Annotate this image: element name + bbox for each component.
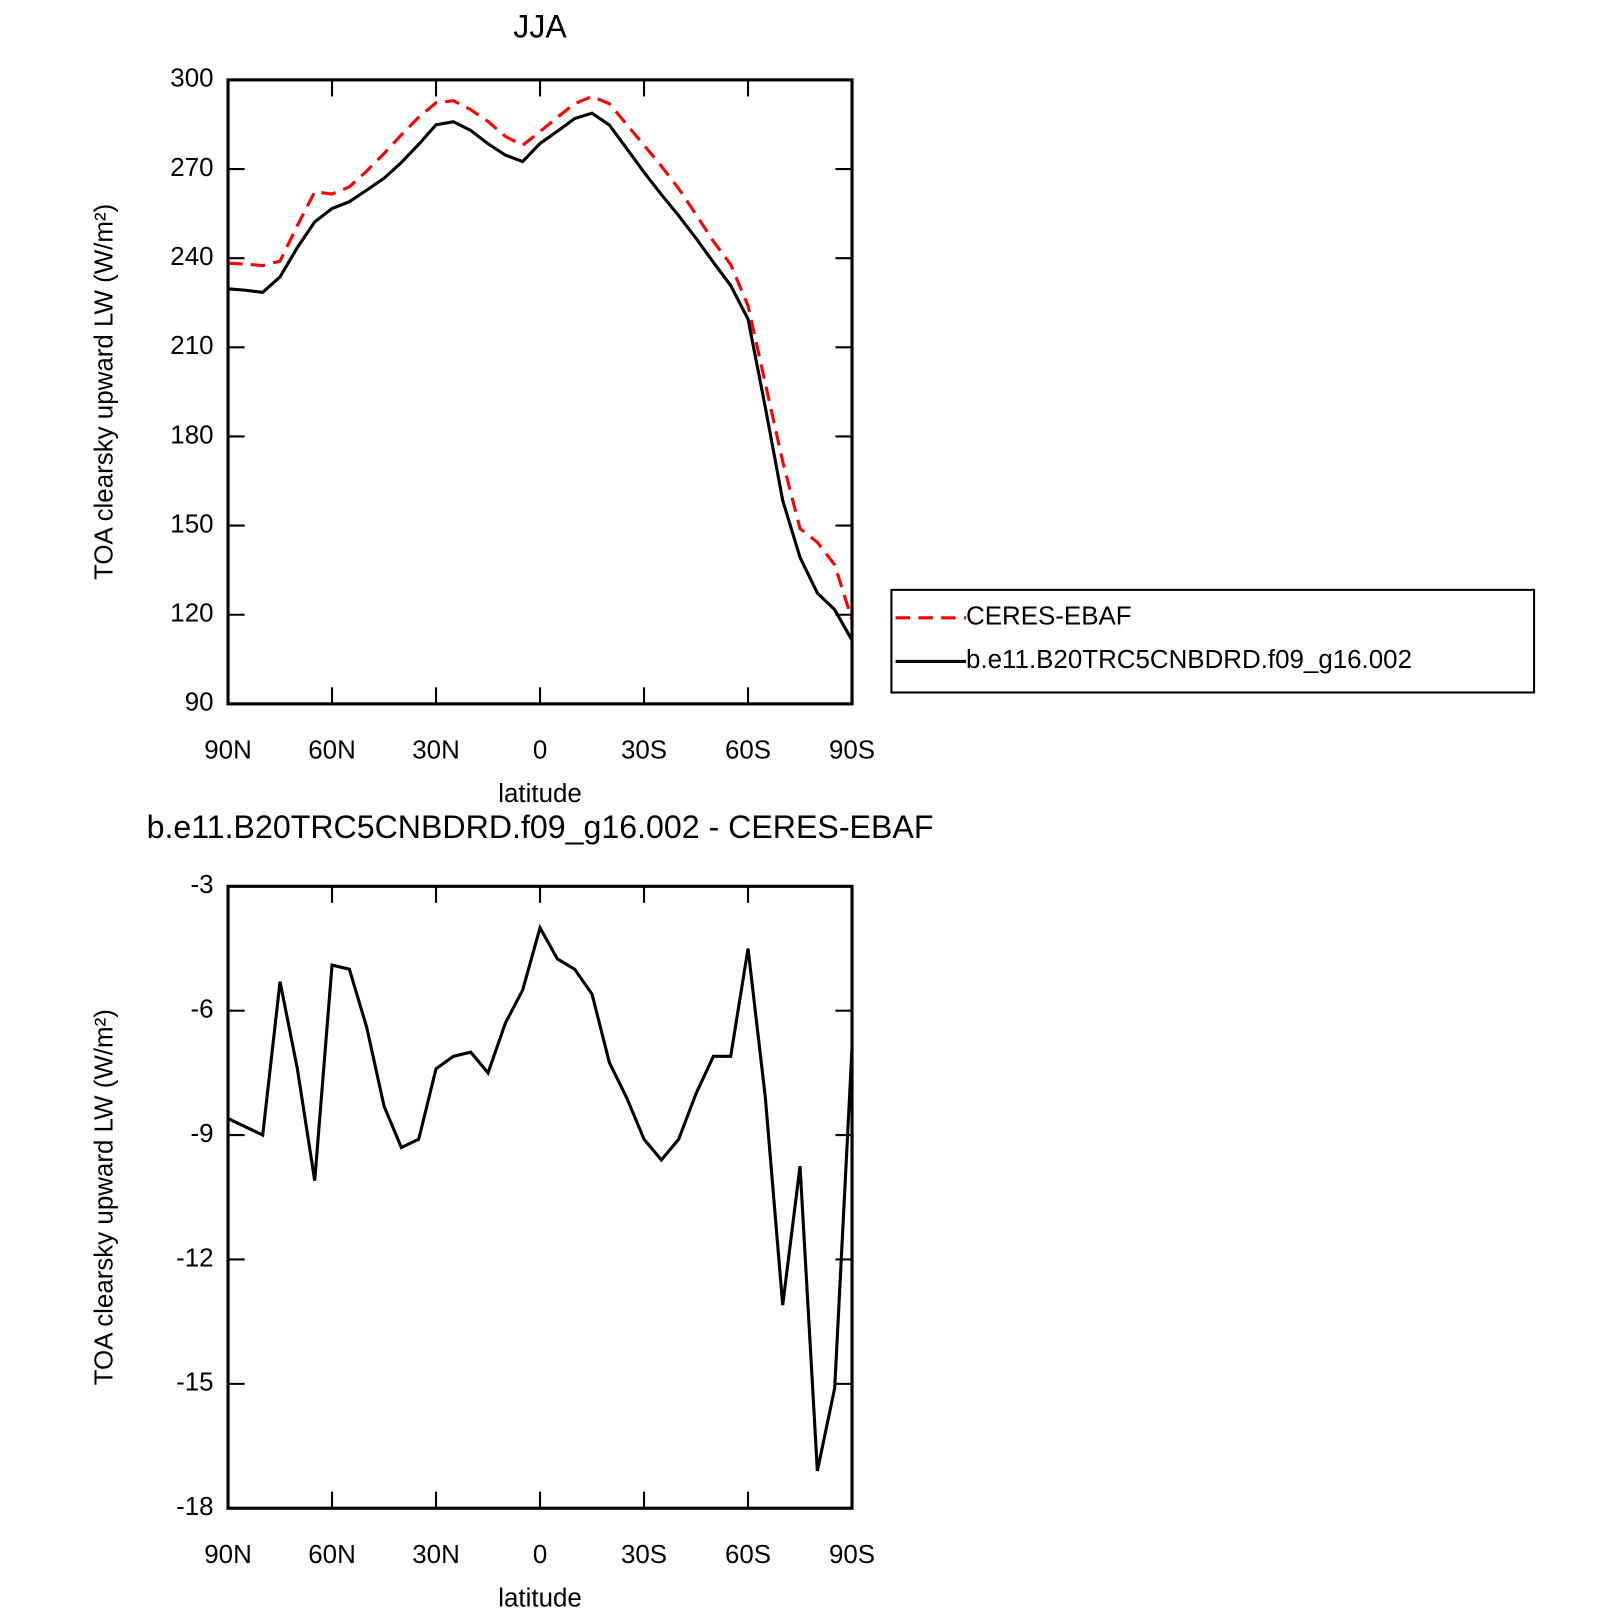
y-tick-label: 90 [185, 689, 214, 717]
y-tick-label: 210 [170, 332, 213, 360]
chart-title: b.e11.B20TRC5CNBDRD.f09_g16.002 - CERES-… [147, 809, 934, 845]
y-tick-label: 150 [170, 510, 213, 538]
x-tick-label: 30N [412, 736, 460, 764]
y-tick-label: -15 [176, 1369, 213, 1397]
x-tick-label: 0 [533, 1541, 547, 1569]
y-tick-label: -6 [190, 996, 213, 1024]
x-axis-label: latitude [498, 780, 582, 808]
x-tick-label: 30S [621, 1541, 667, 1569]
y-axis-label: TOA clearsky upward LW (W/m²) [91, 204, 119, 580]
y-tick-label: 300 [170, 65, 213, 93]
plot-frame [226, 78, 854, 706]
data-line [227, 111, 854, 642]
y-tick-label: -9 [190, 1120, 213, 1148]
y-tick-label: -18 [176, 1493, 213, 1521]
legend-label: CERES-EBAF [966, 603, 1132, 631]
y-tick-label: 180 [170, 421, 213, 449]
x-tick-label: 30S [621, 736, 667, 764]
x-tick-label: 60S [725, 736, 771, 764]
legend-label: b.e11.B20TRC5CNBDRD.f09_g16.002 [966, 646, 1412, 674]
y-tick-label: 120 [170, 600, 213, 628]
x-tick-label: 60N [308, 736, 356, 764]
x-tick-label: 60N [308, 1541, 356, 1569]
x-tick-label: 30N [412, 1541, 460, 1569]
x-tick-label: 90N [204, 736, 252, 764]
x-tick-label: 60S [725, 1541, 771, 1569]
y-tick-label: -12 [176, 1244, 213, 1272]
plot-frame [226, 884, 854, 1510]
y-tick-label: 270 [170, 154, 213, 182]
chart-title: JJA [513, 9, 567, 45]
y-axis-label: TOA clearsky upward LW (W/m²) [91, 1009, 119, 1385]
y-tick-label: 240 [170, 243, 213, 271]
data-line [227, 923, 854, 1472]
y-tick-label: -3 [190, 871, 213, 899]
x-tick-label: 90S [829, 736, 875, 764]
x-axis-label: latitude [498, 1584, 582, 1612]
x-tick-label: 90N [204, 1541, 252, 1569]
x-tick-label: 90S [829, 1541, 875, 1569]
legend-box [890, 588, 1536, 694]
x-tick-label: 0 [533, 736, 547, 764]
data-line [227, 94, 854, 621]
